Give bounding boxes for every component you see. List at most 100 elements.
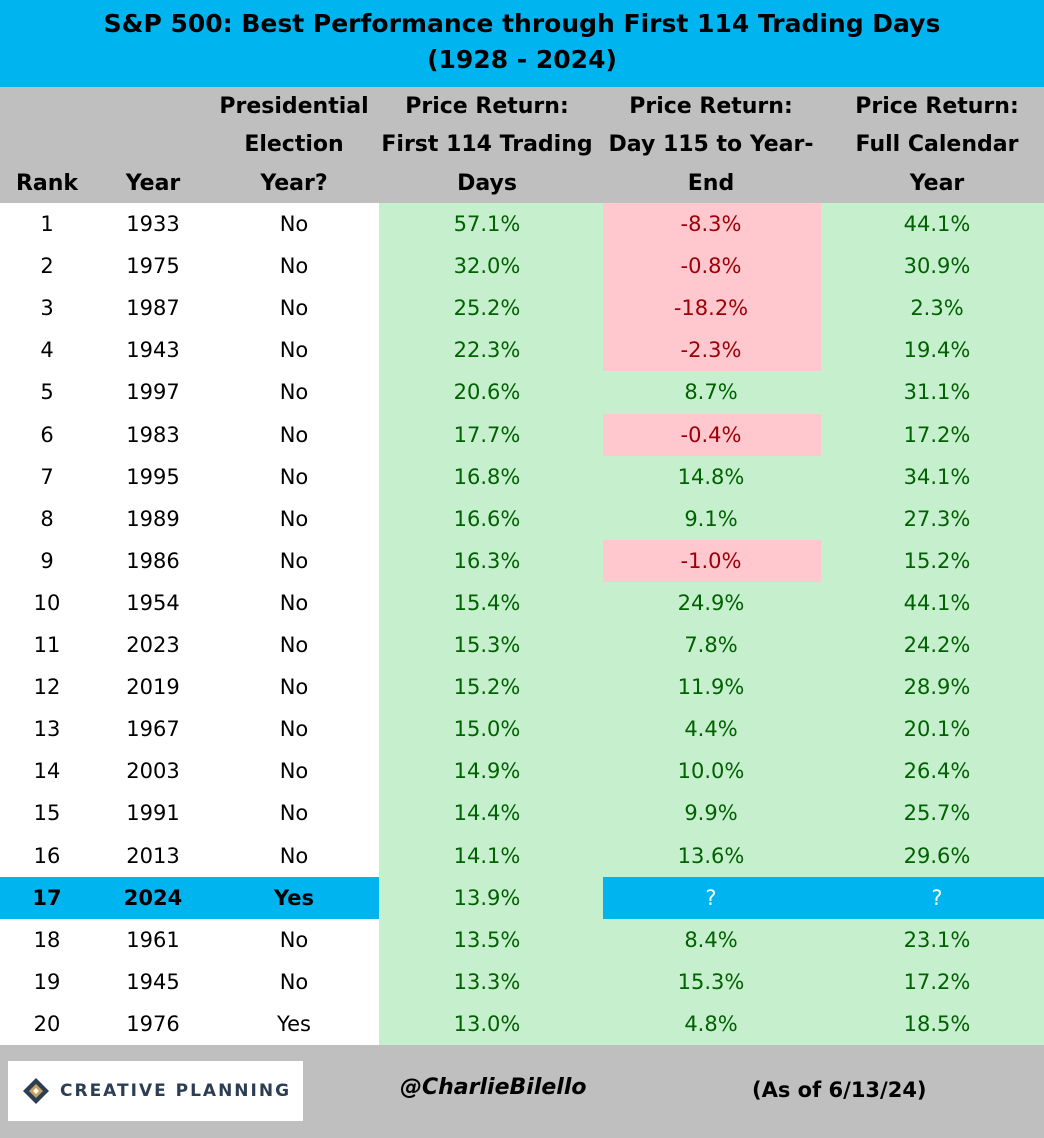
cell-full-year: 17.2% — [903, 969, 971, 994]
cell-full-year: 23.1% — [903, 927, 971, 952]
negative-fill — [603, 203, 821, 246]
negative-fill — [603, 413, 821, 456]
cell-year: 2023 — [126, 633, 180, 657]
author-handle: @CharlieBilello — [400, 1075, 587, 1100]
cell-rank: 10 — [33, 590, 61, 615]
header-day-115-line: Day 115 to Year- — [608, 132, 814, 157]
cell-year: 1991 — [126, 801, 180, 826]
header-day-115: Price Return: Day 115 to Year- End — [601, 87, 821, 203]
header-election: Presidential Election Year? — [209, 87, 379, 203]
cell-full-year: 44.1% — [903, 212, 971, 236]
cell-election: No — [279, 296, 309, 321]
cell-rank: 8 — [40, 506, 54, 531]
cell-first-114: 13.0% — [453, 1011, 521, 1036]
cell-day-115: 4.4% — [684, 717, 738, 742]
cell-election: No — [279, 759, 309, 784]
cell-first-114: 32.0% — [453, 254, 521, 279]
negative-fill — [603, 245, 821, 288]
cell-day-115: -0.4% — [680, 422, 742, 447]
cell-rank: 3 — [40, 296, 54, 321]
header-day-115-line: Price Return: — [629, 93, 793, 119]
cell-election: No — [279, 633, 309, 657]
cell-full-year: 19.4% — [903, 338, 971, 363]
negative-fill — [603, 539, 821, 582]
cell-first-114: 15.2% — [453, 675, 521, 700]
cell-election: No — [279, 254, 309, 279]
as-of-date: (As of 6/13/24) — [752, 1078, 927, 1102]
header-rank-line: Rank — [15, 170, 79, 196]
cell-first-114: 25.2% — [453, 296, 521, 321]
highlight-fill-right — [603, 876, 1044, 919]
cell-first-114: 16.8% — [453, 464, 521, 489]
cell-day-115: -2.3% — [680, 338, 742, 363]
cell-year: 1986 — [126, 548, 180, 573]
cell-rank: 11 — [33, 633, 61, 657]
cell-rank: 7 — [40, 464, 54, 489]
cell-rank: 13 — [33, 717, 61, 742]
cell-year: 1997 — [126, 380, 180, 405]
cell-rank: 18 — [33, 927, 61, 952]
cell-year: 2024 — [123, 885, 183, 910]
cell-year: 1967 — [126, 717, 180, 742]
cell-day-115: 9.9% — [684, 801, 738, 826]
cell-election: No — [279, 969, 309, 994]
header-full-year-line: Full Calendar — [855, 132, 1019, 157]
cell-full-year: 2.3% — [910, 296, 964, 321]
cell-day-115: -8.3% — [680, 212, 742, 236]
cell-rank: 6 — [40, 422, 54, 447]
cell-day-115: 7.8% — [684, 633, 738, 657]
negative-fill — [603, 329, 821, 372]
cell-year: 1983 — [126, 422, 180, 447]
cell-day-115: 9.1% — [684, 506, 738, 531]
cell-election: Yes — [273, 885, 315, 910]
cell-first-114: 22.3% — [453, 338, 521, 363]
cell-year: 2013 — [126, 843, 180, 868]
cell-election: No — [279, 338, 309, 363]
cell-election: No — [279, 717, 309, 742]
cell-full-year: 27.3% — [903, 506, 971, 531]
cell-rank: 19 — [33, 969, 61, 994]
positive-fill-first-114 — [379, 203, 603, 1045]
header-year: Year — [93, 87, 213, 203]
header-rank: Rank — [2, 87, 92, 203]
cell-election: No — [279, 380, 309, 405]
header-day-115-line: End — [687, 170, 735, 196]
cell-full-year: 28.9% — [903, 675, 971, 700]
header-first-114-line: Price Return: — [405, 93, 569, 119]
cell-day-115: 8.7% — [684, 380, 738, 405]
cell-full-year: ? — [931, 885, 943, 910]
cell-election: No — [279, 422, 309, 447]
cell-year: 1954 — [126, 590, 180, 615]
cell-first-114: 14.9% — [453, 759, 521, 784]
cell-rank: 1 — [40, 212, 54, 236]
cell-year: 1989 — [126, 506, 180, 531]
header-year-line: Year — [125, 170, 181, 196]
cell-rank: 17 — [32, 885, 62, 910]
cell-first-114: 13.3% — [453, 969, 521, 994]
cell-election: No — [279, 506, 309, 531]
cell-year: 1933 — [126, 212, 180, 236]
cell-full-year: 44.1% — [903, 590, 971, 615]
header-full-year-line: Price Return: — [855, 93, 1019, 119]
cell-full-year: 24.2% — [903, 633, 971, 657]
cell-full-year: 17.2% — [903, 422, 971, 447]
cell-rank: 16 — [33, 843, 61, 868]
cell-first-114: 17.7% — [453, 422, 521, 447]
cell-first-114: 13.9% — [453, 885, 521, 910]
cell-full-year: 20.1% — [903, 717, 971, 742]
cell-day-115: 10.0% — [677, 759, 745, 784]
cell-day-115: 13.6% — [677, 843, 745, 868]
cell-full-year: 18.5% — [903, 1011, 971, 1036]
cell-election: No — [279, 801, 309, 826]
cell-first-114: 15.3% — [453, 633, 521, 657]
header-first-114: Price Return: First 114 Trading Days — [381, 87, 592, 203]
cell-full-year: 15.2% — [903, 548, 971, 573]
title-line-2: (1928 - 2024) — [427, 45, 617, 74]
logo-mark-icon — [23, 1078, 49, 1104]
cell-rank: 12 — [33, 675, 61, 700]
cell-election: No — [279, 927, 309, 952]
cell-election: No — [279, 843, 309, 868]
cell-day-115: 4.8% — [684, 1011, 738, 1036]
header-first-114-line: Days — [457, 170, 517, 196]
header-full-year: Price Return: Full Calendar Year — [832, 87, 1042, 203]
